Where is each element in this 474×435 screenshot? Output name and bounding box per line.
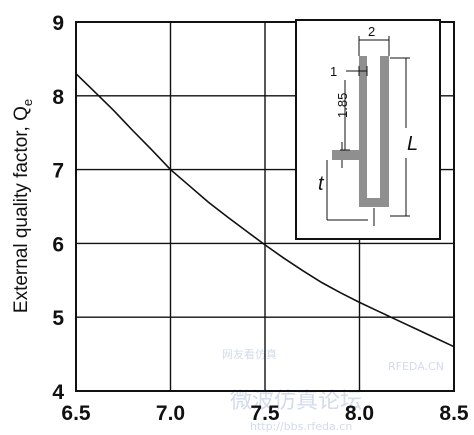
resonator-shape [332,56,389,207]
y-tick-label: 7 [52,160,64,183]
y-axis-label: External quality factor, Qe [11,99,35,313]
y-tick-label: 4 [52,381,64,404]
y-tick-label: 5 [52,307,64,330]
series-line [75,73,455,348]
dimension-lines [326,36,410,226]
watermark: 网友看仿真 RFEDA.CN 微波仿真论坛 http://bbs.rfeda.c… [222,347,444,433]
x-tick-label: 7.0 [156,402,185,425]
y-tick-label: 9 [52,12,64,35]
watermark-line1: 网友看仿真 [222,347,277,361]
inset-diagram: 2 1 1.85 L t [295,19,441,240]
x-tick-label: 7.5 [250,402,280,425]
plot-area: 6.5 7.0 7.5 8.0 8.5 4 5 6 7 8 9 [52,12,469,425]
y-tick-label: 6 [52,233,64,256]
watermark-line2: RFEDA.CN [388,360,444,373]
watermark-line3: 微波仿真论坛 [230,389,362,414]
dim-label-185: 1.85 [335,93,350,118]
y-tick-label: 8 [52,86,64,109]
dim-label-2: 2 [368,24,375,39]
x-tick-label: 6.5 [61,402,91,425]
dim-label-L: L [407,133,418,155]
dim-label-t: t [318,173,325,195]
x-tick-labels: 6.5 7.0 7.5 8.0 8.5 [61,402,469,425]
dim-label-1: 1 [330,64,337,79]
x-tick-label: 8.5 [439,402,469,425]
watermark-line4: http://bbs.rfeda.cn [250,420,352,433]
y-axis-label-subscript: e [20,99,35,106]
x-tick-label: 8.0 [345,402,374,425]
y-tick-labels: 4 5 6 7 8 9 [52,12,64,404]
